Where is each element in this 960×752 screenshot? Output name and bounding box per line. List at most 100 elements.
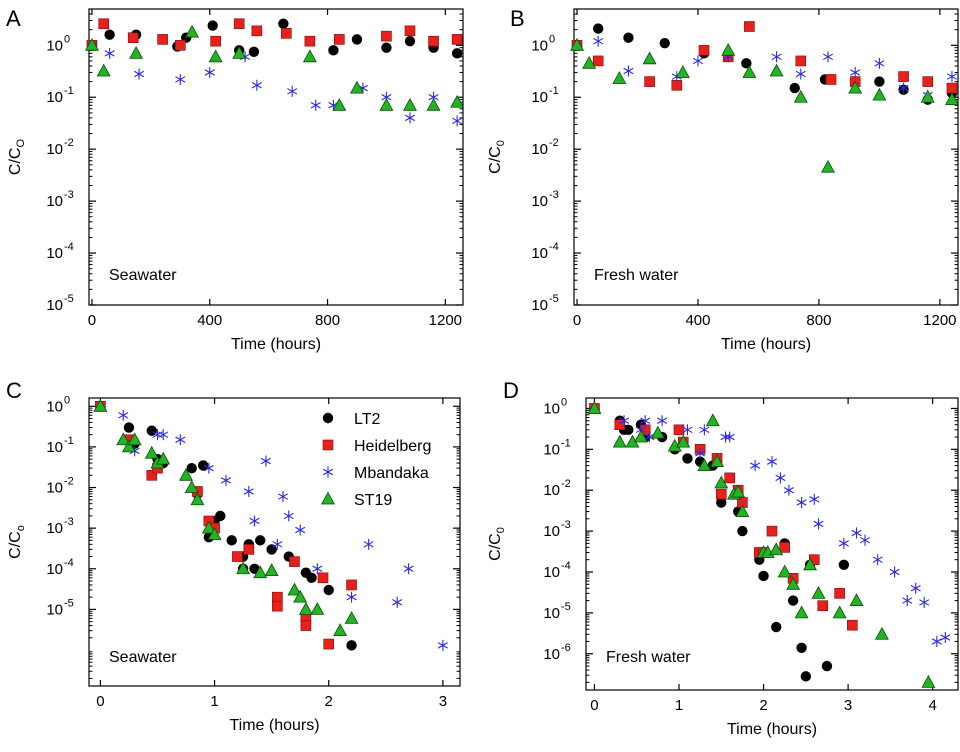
x-tick-label: 0 (590, 697, 598, 714)
y-tick-exponent: -5 (561, 601, 571, 613)
y-tick-label: 10 (46, 480, 63, 497)
y-axis-title: C/C0 (487, 140, 507, 174)
data-point (104, 29, 115, 40)
data-point (633, 429, 648, 443)
data-point (777, 564, 792, 578)
data-point (392, 596, 403, 608)
data-point (582, 55, 597, 69)
data-point (874, 626, 889, 640)
data-point (450, 94, 465, 108)
series-mbandaka (571, 35, 957, 101)
data-point (146, 470, 158, 481)
data-point (184, 480, 199, 493)
data-point (403, 97, 417, 111)
x-tick-label: 0 (88, 312, 96, 329)
series-mbandaka (619, 415, 951, 647)
data-point (204, 66, 215, 78)
y-tick-exponent: -3 (64, 189, 74, 201)
data-point (404, 35, 416, 47)
data-point (201, 520, 216, 534)
data-point (682, 424, 693, 436)
data-point (838, 559, 850, 570)
data-point (921, 675, 936, 688)
data-point (793, 89, 808, 103)
x-tick-label: 1200 (429, 312, 462, 329)
data-point (293, 589, 308, 603)
data-point (946, 82, 958, 94)
data-point (175, 434, 186, 446)
data-point (381, 42, 392, 53)
data-point (889, 566, 900, 578)
y-tick-exponent: 0 (64, 33, 70, 45)
data-point (902, 595, 913, 607)
data-point (821, 159, 835, 173)
y-tick-exponent: -5 (64, 293, 74, 305)
data-point (922, 76, 934, 87)
data-point (657, 415, 668, 427)
data-point (731, 484, 746, 498)
y-tick-label: 10 (531, 141, 548, 158)
data-point (744, 21, 755, 32)
data-point (116, 432, 131, 446)
data-point (266, 544, 277, 555)
data-point (787, 595, 799, 606)
data-point (363, 538, 374, 550)
y-tick-exponent: -4 (64, 557, 74, 569)
data-point (735, 504, 750, 517)
x-tick-label: 0 (573, 312, 581, 329)
data-point (783, 484, 794, 496)
data-point (300, 620, 312, 631)
data-point (825, 74, 837, 85)
x-tick-label: 3 (844, 697, 852, 714)
data-point (769, 542, 784, 556)
y-tick-label: 10 (543, 441, 560, 458)
series-heidelberg (86, 18, 463, 51)
y-tick-exponent: -3 (64, 516, 74, 528)
data-point (640, 415, 651, 427)
data-point (104, 47, 115, 59)
data-point (346, 640, 357, 651)
data-point (129, 46, 144, 59)
condition-annotation: Fresh water (606, 649, 691, 666)
data-point (766, 525, 778, 537)
data-point (848, 80, 863, 94)
y-tick-exponent: -4 (64, 241, 74, 253)
series-mbandaka (118, 409, 448, 651)
data-point (612, 434, 627, 448)
data-point (179, 467, 194, 481)
data-point (642, 51, 657, 65)
x-tick-label: 1200 (923, 312, 956, 329)
x-tick-label: 400 (197, 312, 222, 329)
y-axis-title: C/CO (7, 139, 27, 176)
data-point (771, 51, 782, 63)
data-point (175, 73, 186, 85)
y-axis-title: C/C0 (487, 527, 507, 561)
data-point (251, 25, 263, 37)
legend-marker (322, 412, 334, 424)
condition-annotation: Seawater (109, 649, 177, 666)
data-point (451, 48, 463, 59)
data-point (243, 544, 255, 555)
y-tick-label: 10 (543, 482, 560, 499)
data-point (623, 65, 634, 77)
data-point (800, 671, 812, 682)
data-point (232, 46, 247, 59)
data-point (710, 454, 725, 468)
data-point (123, 422, 135, 433)
legend: LT2 Heidelberg Mbandaka ST19 (321, 411, 431, 509)
y-tick-label: 10 (46, 37, 63, 54)
y-tick-exponent: -5 (64, 597, 74, 609)
data-point (146, 425, 157, 436)
data-point (323, 638, 335, 650)
data-point (118, 409, 129, 421)
data-point (428, 35, 439, 47)
data-point (156, 451, 171, 465)
y-tick-exponent: -2 (64, 476, 74, 488)
data-point (716, 497, 727, 508)
data-point (310, 99, 321, 111)
x-tick-label: 3 (439, 693, 447, 710)
data-point (249, 515, 260, 527)
plot-frame (88, 397, 461, 687)
